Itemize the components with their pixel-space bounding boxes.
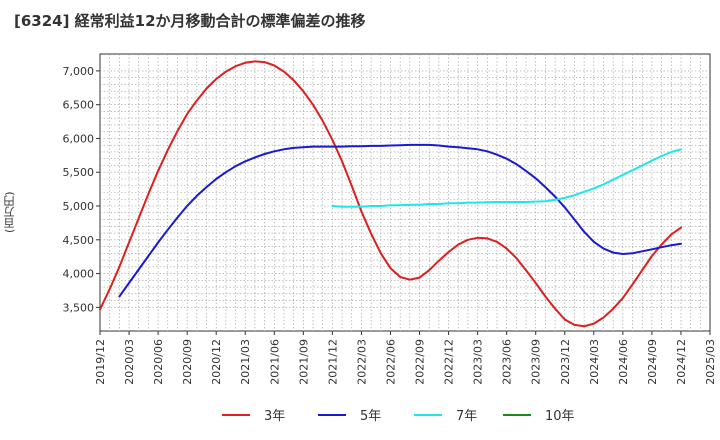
series-line-3 <box>331 148 682 208</box>
x-tick-label: 2023/12 <box>559 339 572 385</box>
legend: 3年 5年 7年 10年 <box>222 409 575 424</box>
x-tick-label: 2025/03 <box>704 339 717 385</box>
legend-label: 3年 <box>264 409 285 424</box>
x-tick-label: 2021/03 <box>239 339 252 385</box>
x-tick-label: 2020/06 <box>152 339 165 385</box>
chart-title: [6324] 経常利益12か月移動合計の標準偏差の推移 <box>14 12 366 30</box>
legend-label: 5年 <box>360 409 381 424</box>
y-axis-ticks: 3,500 4,000 4,500 5,000 5,500 6,000 6,500 7,000 <box>63 65 100 314</box>
x-tick-label: 2019/12 <box>94 339 107 385</box>
x-tick-label: 2023/09 <box>530 339 543 385</box>
x-tick-label: 2024/06 <box>617 339 630 385</box>
series-line-1 <box>99 60 682 328</box>
legend-label: 10年 <box>545 409 575 424</box>
x-tick-label: 2021/12 <box>326 339 339 385</box>
x-tick-label: 2022/06 <box>384 339 397 385</box>
y-tick-label: 5,000 <box>63 200 95 213</box>
y-tick-label: 6,000 <box>63 132 95 145</box>
y-tick-label: 7,000 <box>63 65 95 78</box>
grid <box>100 54 710 331</box>
x-tick-label: 2020/09 <box>181 339 194 385</box>
x-tick-label: 2023/06 <box>501 339 514 385</box>
x-axis-ticks: 2019/12 2020/03 2020/06 2020/09 2020/12 2021/… <box>94 331 717 385</box>
y-tick-label: 5,500 <box>63 166 95 179</box>
y-tick-label: 6,500 <box>63 99 95 112</box>
x-tick-label: 2022/12 <box>443 339 456 385</box>
y-tick-label: 4,500 <box>63 234 95 247</box>
y-tick-label: 4,000 <box>63 268 95 281</box>
series-lines <box>99 60 682 328</box>
x-tick-label: 2021/06 <box>268 339 281 385</box>
x-tick-label: 2022/09 <box>414 339 427 385</box>
x-tick-label: 2024/12 <box>675 339 688 385</box>
x-tick-label: 2020/12 <box>210 339 223 385</box>
x-tick-label: 2022/03 <box>355 339 368 385</box>
x-tick-label: 2020/03 <box>123 339 136 385</box>
y-tick-label: 3,500 <box>63 301 95 314</box>
x-tick-label: 2024/09 <box>646 339 659 385</box>
legend-label: 7年 <box>456 409 477 424</box>
x-tick-label: 2024/03 <box>588 339 601 385</box>
x-tick-label: 2023/03 <box>472 339 485 385</box>
series-line-2 <box>118 143 682 298</box>
x-tick-label: 2021/09 <box>297 339 310 385</box>
